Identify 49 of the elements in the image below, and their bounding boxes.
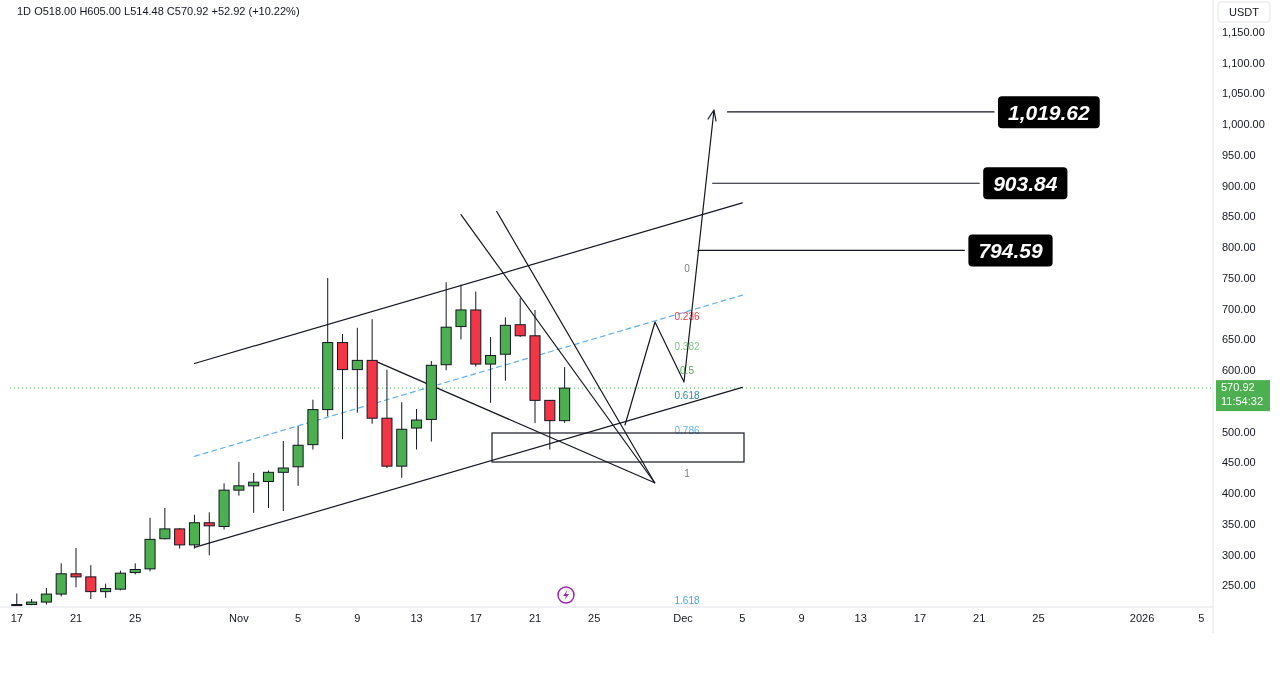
y-tick-label: 600.00: [1222, 364, 1256, 377]
x-tick-label: 25: [129, 612, 142, 624]
y-tick-label: 650.00: [1222, 333, 1256, 346]
annotation: 0: [684, 262, 691, 274]
y-tick-label: 750.00: [1222, 271, 1256, 284]
y-tick-label: 400.00: [1222, 487, 1256, 500]
y-tick-label: 350.00: [1222, 517, 1256, 530]
y-tick-label: 1,150.00: [1222, 25, 1265, 38]
x-tick-label: 5: [739, 612, 746, 624]
annotation: 794.59: [978, 239, 1043, 263]
x-tick-label: 13: [854, 612, 867, 624]
x-tick-label: 17: [469, 612, 482, 624]
y-tick-label: 950.00: [1222, 148, 1256, 161]
x-tick-label: 5: [1198, 612, 1205, 624]
x-tick-label: 5: [295, 612, 302, 624]
y-axis-title: USDT: [1229, 6, 1260, 18]
x-tick-label: 25: [588, 612, 601, 624]
text: O518.00 H605.00 L514.48 C570.92 +52.92 (+10.22%): [34, 5, 300, 17]
annotation: 903.84: [993, 171, 1058, 195]
y-tick-label: 850.00: [1222, 210, 1256, 223]
x-tick-label: Nov: [229, 612, 250, 624]
x-tick-label: 25: [1032, 612, 1045, 624]
annotation: 0.618: [674, 389, 700, 401]
x-tick-label: 21: [528, 612, 542, 624]
y-tick-label: 800.00: [1222, 241, 1256, 254]
y-tick-label: 450.00: [1222, 456, 1256, 469]
y-tick-label: 1,100.00: [1222, 56, 1265, 69]
ref-line-label: 570.92: [1221, 381, 1255, 394]
x-tick-label: 17: [913, 612, 927, 624]
x-tick-label: 13: [410, 612, 423, 624]
x-tick-label: 21: [973, 612, 986, 624]
y-tick-label: 700.00: [1222, 302, 1256, 315]
annotation: 1: [684, 467, 691, 479]
y-tick-label: 1,000.00: [1222, 118, 1265, 131]
y-tick-label: 900.00: [1222, 179, 1256, 192]
x-tick-label: 2026: [1129, 612, 1155, 624]
text: 1D: [17, 5, 32, 17]
x-tick-label: 21: [69, 612, 83, 624]
y-tick-label: 1,050.00: [1222, 87, 1265, 100]
y-tick-label: 250.00: [1222, 579, 1256, 592]
x-tick-label: Dec: [673, 612, 694, 624]
x-tick-label: 9: [354, 612, 361, 624]
y-tick-label: 300.00: [1222, 548, 1256, 561]
y-tick-label: 500.00: [1222, 425, 1256, 438]
annotation: 1,019.62: [1007, 100, 1091, 124]
annotation: 1.618: [674, 594, 700, 606]
x-tick-label: 17: [10, 612, 23, 624]
x-tick-label: 9: [798, 612, 805, 624]
text: 11:54:32: [1221, 395, 1264, 408]
